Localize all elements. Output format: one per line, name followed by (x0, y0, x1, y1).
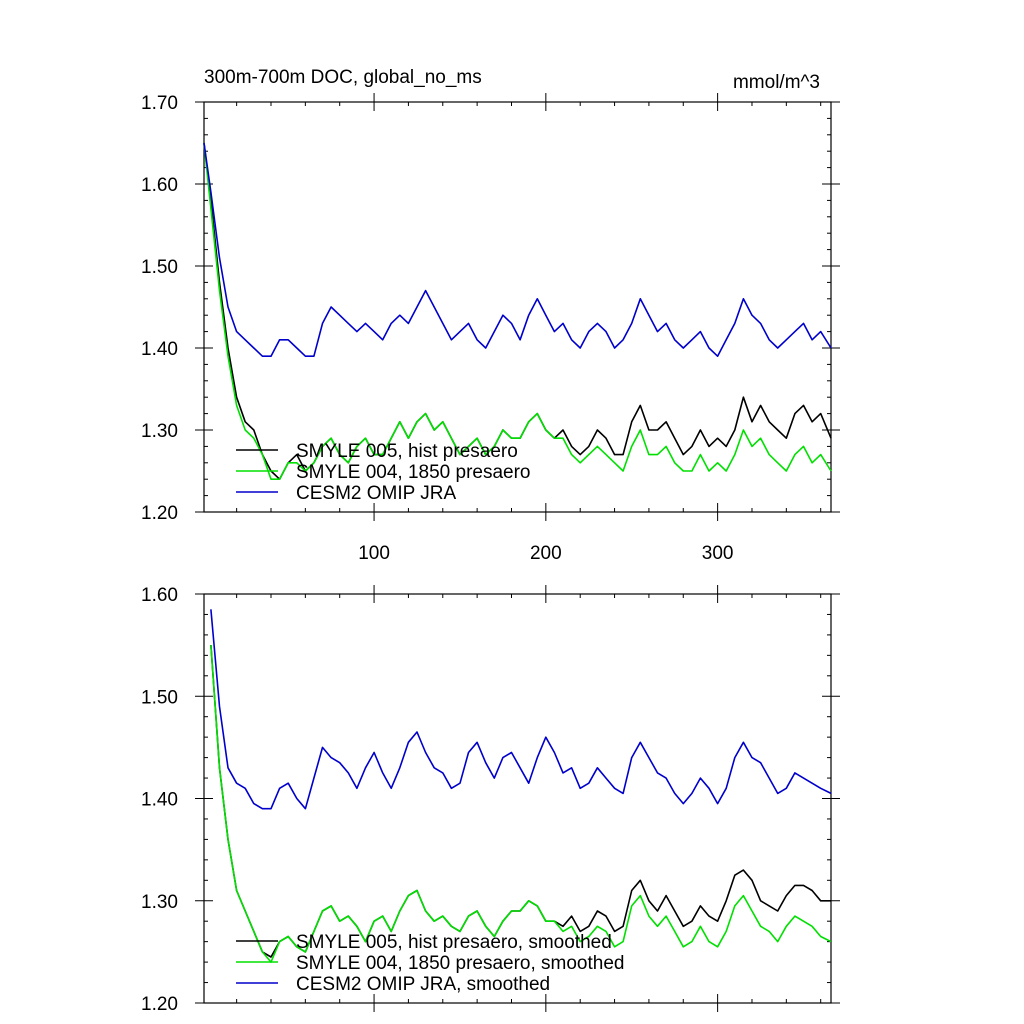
chart-title: 300m-700m DOC, global_no_ms (204, 67, 482, 88)
series-line-2 (210, 645, 832, 963)
legend-entry: CESM2 OMIP JRA, smoothed (296, 974, 550, 995)
bottom-panel: 1.20 1.30 1.40 1.50 1.60 SMYLE 005, hist pres… (141, 585, 840, 1015)
top-panel: 300m-700m DOC, global_no_ms mmol/m^3 1.2… (141, 67, 840, 564)
legend-entry: SMYLE 004, 1850 presaero (296, 462, 531, 483)
y-tick-label: 1.30 (141, 421, 178, 442)
y-tick-label: 1.20 (141, 994, 178, 1015)
series-line-3 (210, 609, 832, 810)
y-tick-label: 1.40 (141, 790, 178, 811)
y-tick-label: 1.60 (141, 585, 178, 606)
x-tick-label: 100 (358, 543, 390, 564)
x-tick-label: 200 (530, 543, 562, 564)
y-tick-label: 1.70 (141, 93, 178, 114)
legend-entry: SMYLE 004, 1850 presaero, smoothed (296, 953, 624, 974)
y-tick-label: 1.20 (141, 503, 178, 524)
legend: SMYLE 005, hist presaero, smoothedSMYLE … (236, 932, 624, 995)
y-tick-label: 1.50 (141, 257, 178, 278)
series-line-1 (203, 142, 832, 480)
y-tick-label: 1.50 (141, 687, 178, 708)
y-tick-label: 1.30 (141, 892, 178, 913)
series-line-3 (203, 142, 832, 357)
axis-ticks (195, 93, 840, 521)
y-tick-label: 1.40 (141, 339, 178, 360)
series-line-2 (203, 142, 832, 480)
x-tick-label: 300 (702, 543, 734, 564)
legend-entry: CESM2 OMIP JRA (296, 483, 456, 504)
y-tick-label: 1.60 (141, 175, 178, 196)
legend-entry: SMYLE 005, hist presaero (296, 441, 518, 462)
legend-entry: SMYLE 005, hist presaero, smoothed (296, 932, 612, 953)
units-label: mmol/m^3 (733, 72, 820, 93)
axis-ticks (195, 585, 840, 1012)
plot-frame (203, 101, 832, 513)
